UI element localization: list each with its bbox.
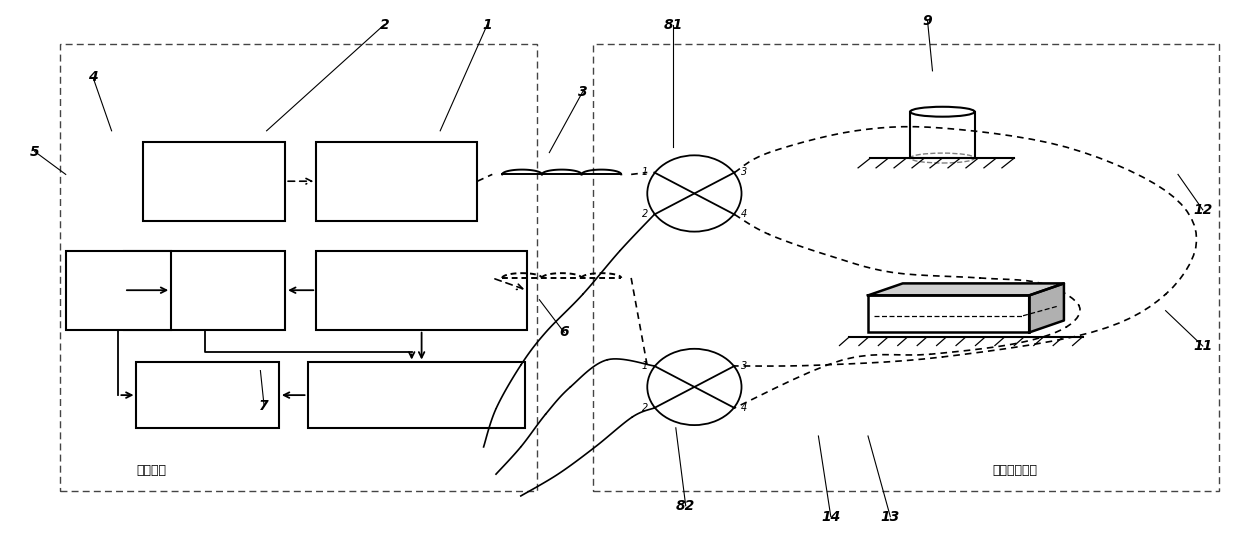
Text: 4: 4 [740, 403, 746, 413]
Text: 81: 81 [663, 17, 683, 32]
Bar [593, 44, 1219, 491]
Text: 1: 1 [642, 361, 649, 371]
Text: 1: 1 [642, 167, 649, 178]
Text: 5: 5 [30, 144, 40, 159]
Text: 11: 11 [1193, 339, 1213, 353]
Bar [136, 362, 279, 428]
Text: 2: 2 [642, 403, 649, 413]
Bar [316, 142, 477, 221]
Text: 3: 3 [578, 84, 588, 99]
Bar [60, 44, 537, 491]
Bar [66, 251, 171, 330]
Text: 4: 4 [88, 70, 98, 84]
Text: 3: 3 [740, 361, 746, 371]
Text: 远程测量现场: 远程测量现场 [992, 464, 1037, 477]
Bar [124, 251, 285, 330]
Text: 82: 82 [676, 499, 696, 513]
Ellipse shape [910, 107, 975, 117]
Text: 12: 12 [1193, 203, 1213, 217]
Text: 7: 7 [259, 399, 269, 413]
Ellipse shape [910, 153, 975, 163]
Text: 1: 1 [482, 17, 492, 32]
Text: 9: 9 [923, 14, 932, 28]
Polygon shape [1029, 283, 1064, 332]
Text: 13: 13 [880, 510, 900, 524]
Text: 2: 2 [642, 209, 649, 220]
Bar [868, 295, 1029, 332]
Text: 3: 3 [740, 167, 746, 178]
Bar [910, 112, 975, 158]
Bar [316, 251, 527, 330]
Bar [308, 362, 525, 428]
Bar [143, 142, 285, 221]
Text: 14: 14 [821, 510, 841, 524]
Text: 2: 2 [379, 17, 389, 32]
Text: 6: 6 [559, 325, 569, 340]
Text: 4: 4 [740, 209, 746, 220]
Polygon shape [868, 283, 1064, 295]
Text: 安全场所: 安全场所 [136, 464, 166, 477]
